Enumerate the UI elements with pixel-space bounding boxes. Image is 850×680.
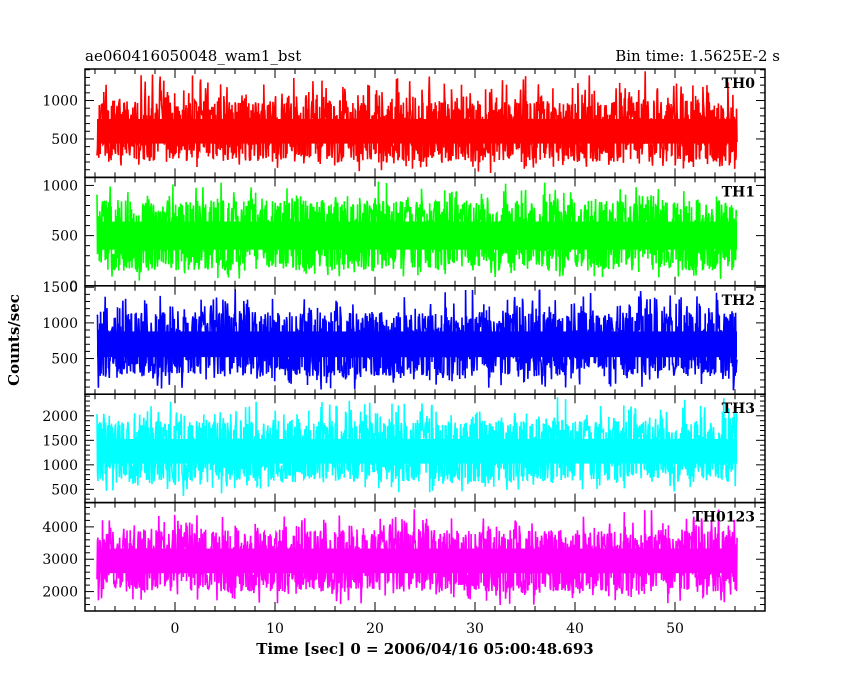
y-tick-label: 0 (69, 279, 78, 295)
series-line-th2 (96, 289, 738, 391)
y-tick-label: 1500 (42, 280, 78, 296)
x-axis-tick-labels: 0 10 20 30 40 50 (171, 621, 684, 637)
panel-th0123: 2000 3000 4000 TH0123 (42, 501, 766, 612)
y-tick-label: 500 (51, 482, 78, 498)
series-label: TH1 (722, 184, 755, 200)
x-tick-label: 10 (266, 621, 284, 637)
x-tick-label: 30 (466, 621, 484, 637)
bin-time-label: Bin time: 1.5625E-2 s (615, 47, 780, 65)
y-tick-label: 2000 (42, 585, 78, 601)
y-tick-label: 1500 (42, 433, 78, 449)
panel-th0: 500 1000 TH0 (42, 68, 766, 179)
y-tick-label: 1000 (42, 178, 78, 194)
panels-group: 500 1000 TH0 0 500 1000 TH1 500 1000 1500 TH2 500 10… (42, 68, 766, 612)
x-tick-label: 50 (666, 621, 684, 637)
y-tick-label: 500 (51, 132, 78, 148)
panel-th2: 500 1000 1500 TH2 (42, 280, 766, 395)
panel-frame (84, 501, 766, 612)
y-tick-label: 1000 (42, 316, 78, 332)
series-label: TH3 (722, 401, 755, 417)
series-label: TH0123 (692, 510, 755, 526)
series-line-th3 (96, 397, 738, 497)
y-tick-label: 500 (51, 352, 78, 368)
x-axis-label: Time [sec] 0 = 2006/04/16 05:00:48.693 (256, 640, 593, 658)
panel-th3: 500 1000 1500 2000 TH3 (42, 393, 766, 504)
series-band-th0 (97, 118, 737, 144)
series-band-th1 (97, 221, 737, 250)
y-tick-label: 500 (51, 229, 78, 245)
series-band-th0123 (97, 548, 737, 574)
x-tick-label: 20 (366, 621, 384, 637)
series-band-th2 (97, 331, 737, 358)
y-axis-label: Counts/sec (5, 294, 23, 386)
y-tick-label: 3000 (42, 552, 78, 568)
x-tick-label: 0 (171, 621, 180, 637)
y-tick-label: 2000 (42, 409, 78, 425)
x-tick-label: 40 (566, 621, 584, 637)
y-tick-label: 1000 (42, 458, 78, 474)
series-label: TH2 (722, 293, 755, 309)
panel-th1: 0 500 1000 TH1 (42, 176, 766, 295)
y-tick-label: 1000 (42, 94, 78, 110)
series-label: TH0 (722, 76, 756, 92)
y-tick-label: 4000 (42, 520, 78, 536)
chart-title: ae060416050048_wam1_bst (85, 47, 301, 65)
series-band-th3 (97, 439, 737, 464)
